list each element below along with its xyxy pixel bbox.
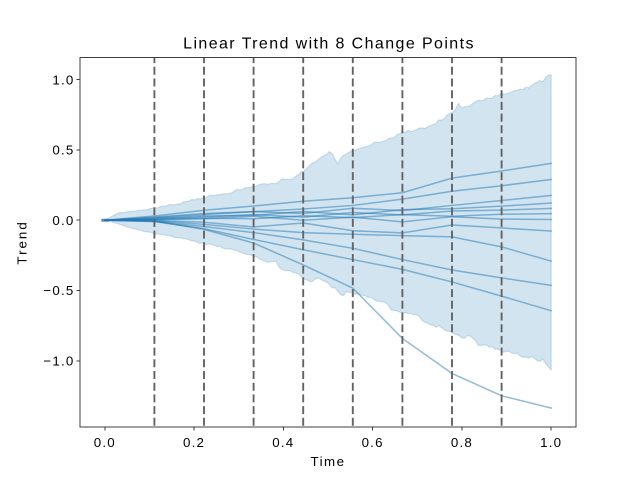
svg-text:0.5: 0.5 bbox=[52, 143, 74, 158]
svg-text:0.8: 0.8 bbox=[451, 435, 473, 450]
svg-text:Linear Trend with 8 Change Poi: Linear Trend with 8 Change Points bbox=[183, 36, 475, 53]
svg-text:0.6: 0.6 bbox=[362, 435, 384, 450]
svg-text:0.0: 0.0 bbox=[52, 213, 74, 228]
svg-text:0.2: 0.2 bbox=[183, 435, 205, 450]
svg-text:0.4: 0.4 bbox=[272, 435, 294, 450]
svg-text:0.0: 0.0 bbox=[94, 435, 116, 450]
svg-text:1.0: 1.0 bbox=[52, 72, 74, 87]
svg-text:Time: Time bbox=[310, 454, 345, 469]
svg-text:1.0: 1.0 bbox=[540, 435, 562, 450]
svg-text:Trend: Trend bbox=[15, 220, 30, 264]
svg-text:−0.5: −0.5 bbox=[43, 283, 74, 298]
svg-text:−1.0: −1.0 bbox=[43, 354, 74, 369]
